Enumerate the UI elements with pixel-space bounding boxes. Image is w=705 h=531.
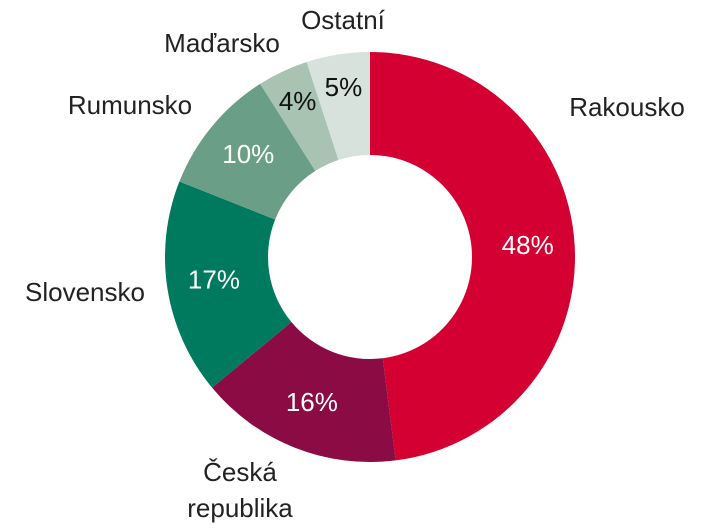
slice [260, 62, 339, 171]
value-label: 17% [188, 265, 240, 295]
value-label: 5% [325, 72, 363, 102]
slice [306, 52, 370, 160]
category-label: Maďarsko [164, 28, 280, 58]
category-label: Rumunsko [67, 90, 193, 120]
category-label: Slovensko [25, 277, 145, 307]
slice [165, 181, 292, 388]
value-label: 4% [279, 86, 317, 116]
value-label: 48% [502, 230, 554, 260]
value-label: 16% [286, 387, 338, 417]
category-label: Rakousko [569, 92, 685, 122]
slice [212, 322, 396, 463]
category-label: Ostatní [301, 5, 385, 35]
category-label: Česká republika [187, 457, 293, 523]
slice [370, 52, 576, 461]
slice [179, 83, 316, 220]
value-label: 10% [222, 139, 274, 169]
